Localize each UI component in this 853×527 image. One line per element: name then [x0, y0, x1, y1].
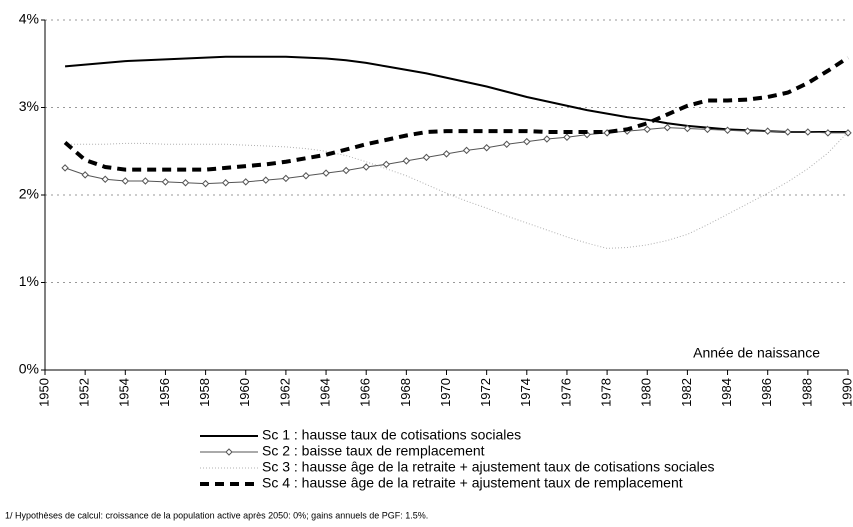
marker [161, 178, 170, 186]
marker [784, 128, 792, 136]
marker [844, 129, 852, 137]
marker [462, 146, 471, 155]
x-tick-label: 1966 [358, 378, 373, 407]
marker [663, 123, 672, 132]
x-tick-label: 1952 [77, 378, 92, 407]
y-tick-label: 2% [19, 186, 39, 202]
x-tick-label: 1954 [117, 378, 132, 407]
legend-label: Sc 2 : baisse taux de remplacement [262, 443, 485, 459]
series-line [65, 131, 849, 249]
marker [804, 128, 812, 136]
footnote: 1/ Hypothèses de calcul: croissance de l… [5, 510, 428, 520]
marker [242, 178, 250, 186]
x-tick-label: 1972 [478, 378, 493, 407]
legend-marker [225, 448, 233, 456]
x-tick-label: 1974 [518, 378, 533, 407]
marker [703, 125, 712, 134]
x-tick-label: 1978 [599, 378, 614, 407]
x-tick-label: 1988 [799, 378, 814, 407]
y-tick-label: 3% [19, 98, 39, 114]
marker [262, 176, 270, 184]
x-tick-label: 1956 [157, 378, 172, 407]
marker [543, 135, 551, 143]
marker [181, 179, 190, 187]
series-line [64, 127, 848, 185]
marker [141, 177, 150, 185]
x-tick-label: 1964 [317, 378, 332, 407]
marker [723, 126, 732, 134]
marker [101, 175, 109, 183]
y-tick-label: 1% [19, 273, 39, 289]
x-tick-label: 1984 [719, 378, 734, 407]
series-line [63, 55, 850, 172]
x-tick-label: 1982 [679, 378, 694, 407]
x-tick-label: 1970 [438, 378, 453, 407]
marker [81, 171, 89, 179]
legend-label: Sc 1 : hausse taux de cotisations social… [262, 427, 521, 443]
marker [201, 179, 210, 188]
marker [743, 127, 752, 135]
x-tick-label: 1962 [277, 378, 292, 407]
x-tick-label: 1986 [759, 378, 774, 407]
x-axis-label: Année de naissance [693, 345, 820, 361]
marker [302, 172, 310, 180]
x-tick-label: 1958 [197, 378, 212, 407]
y-tick-label: 4% [19, 11, 39, 27]
marker [643, 125, 651, 134]
x-tick-label: 1968 [398, 378, 413, 407]
marker [442, 150, 451, 158]
marker [482, 144, 491, 152]
marker [763, 127, 772, 135]
marker [121, 177, 130, 185]
legend-label: Sc 4 : hausse âge de la retraite + ajust… [262, 475, 683, 491]
series-line [64, 55, 848, 133]
marker [322, 169, 330, 177]
marker [402, 157, 411, 165]
x-tick-label: 1976 [558, 378, 573, 407]
marker [382, 160, 390, 169]
marker [362, 163, 370, 171]
y-tick-label: 0% [19, 361, 39, 377]
marker [523, 137, 531, 146]
marker [503, 140, 511, 148]
marker [563, 133, 571, 141]
marker [422, 153, 431, 162]
marker [61, 164, 69, 172]
marker [282, 174, 290, 183]
marker [683, 124, 692, 133]
marker [824, 129, 832, 137]
x-tick-label: 1990 [839, 378, 853, 407]
x-tick-label: 1960 [237, 378, 252, 407]
marker [221, 179, 230, 187]
x-tick-label: 1980 [639, 378, 654, 407]
legend-label: Sc 3 : hausse âge de la retraite + ajust… [262, 459, 715, 475]
x-tick-label: 1950 [36, 378, 51, 407]
marker [342, 166, 350, 175]
